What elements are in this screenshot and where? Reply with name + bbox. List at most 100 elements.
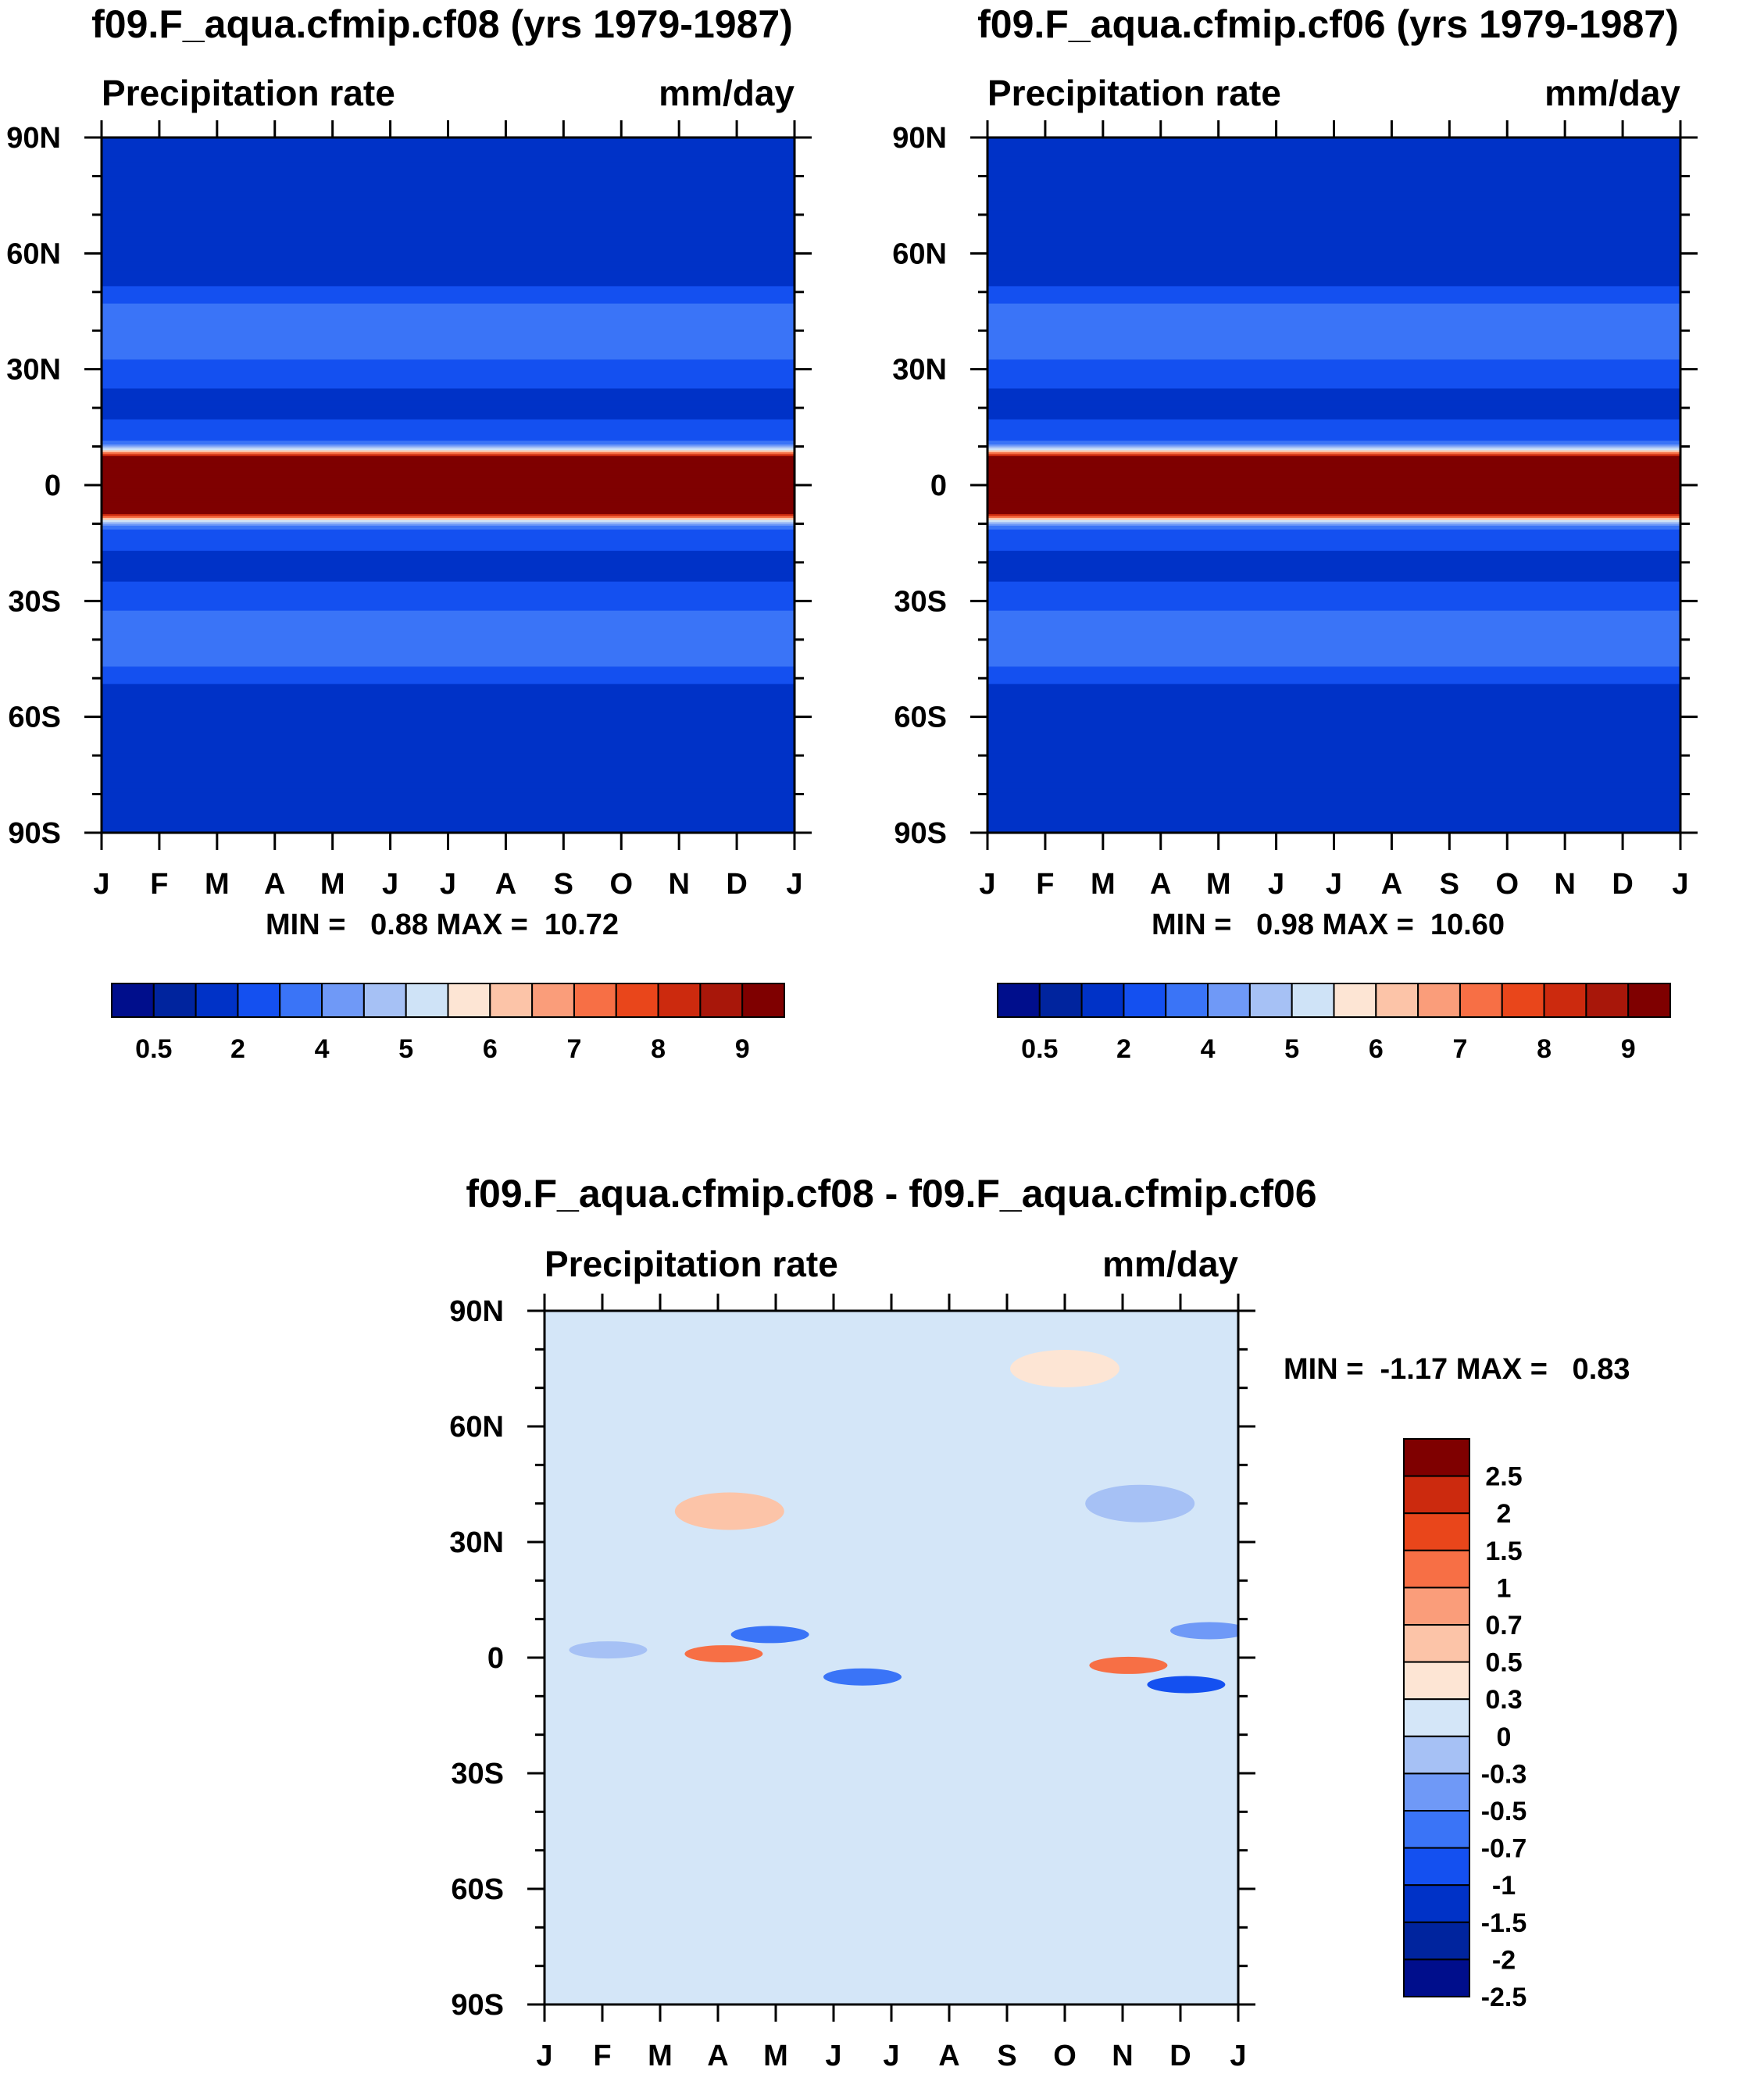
- heatmap-band: [987, 477, 1680, 480]
- heatmap-band: [987, 776, 1680, 780]
- heatmap-band: [987, 690, 1680, 693]
- heatmap-band: [102, 662, 795, 666]
- colorbar-swatch: [1403, 1772, 1470, 1812]
- heatmap-band: [102, 784, 795, 787]
- heatmap-band: [102, 408, 795, 411]
- heatmap-band: [102, 398, 795, 401]
- colorbar-label: 0: [1497, 1722, 1512, 1752]
- heatmap-band: [987, 361, 1680, 364]
- colorbar-swatch: [405, 983, 449, 1018]
- heatmap-band: [102, 328, 795, 331]
- heatmap-band: [102, 446, 795, 449]
- heatmap-band: [102, 427, 795, 430]
- heatmap-band: [102, 458, 795, 461]
- heatmap-band: [987, 829, 1680, 832]
- x-tick-label: F: [150, 868, 168, 901]
- heatmap-band: [987, 315, 1680, 318]
- colorbar-swatch: [1403, 1847, 1470, 1887]
- colorbar-swatch: [615, 983, 659, 1018]
- heatmap-band: [987, 290, 1680, 293]
- heatmap-band: [987, 819, 1680, 822]
- x-tick-label: J: [1230, 2040, 1246, 2072]
- heatmap-band: [987, 463, 1680, 466]
- heatmap-band: [987, 201, 1680, 204]
- y-tick-label: 90S: [894, 817, 947, 850]
- heatmap-band: [102, 218, 795, 221]
- heatmap-band: [102, 766, 795, 770]
- heatmap-band: [102, 616, 795, 619]
- heatmap-band: [987, 458, 1680, 461]
- heatmap-band: [102, 606, 795, 609]
- heatmap-band: [987, 544, 1680, 548]
- heatmap-band: [102, 344, 795, 347]
- heatmap-band: [987, 413, 1680, 416]
- colorbar-swatch: [1165, 983, 1209, 1018]
- x-tick-label: A: [1381, 868, 1402, 901]
- colorbar-swatch: [1543, 983, 1587, 1018]
- heatmap-band: [102, 749, 795, 752]
- heatmap-band: [102, 659, 795, 662]
- y-tick-label: 30N: [892, 354, 947, 387]
- heatmap-band: [102, 778, 795, 781]
- heatmap-band: [987, 237, 1680, 241]
- heatmap-band: [102, 141, 795, 145]
- colorbar-swatch: [1403, 1587, 1470, 1626]
- heatmap-band: [987, 185, 1680, 188]
- heatmap-band: [102, 226, 795, 229]
- x-tick-label: F: [1036, 868, 1054, 901]
- heatmap-band: [987, 429, 1680, 432]
- difference-anomaly: [1010, 1350, 1119, 1387]
- heatmap-band: [102, 352, 795, 355]
- heatmap-band: [102, 624, 795, 627]
- heatmap-band: [102, 612, 795, 616]
- heatmap-band: [987, 506, 1680, 509]
- heatmap-band: [102, 430, 795, 434]
- heatmap-band: [987, 170, 1680, 173]
- heatmap-band: [987, 631, 1680, 634]
- heatmap-band: [987, 651, 1680, 654]
- heatmap-band: [987, 189, 1680, 192]
- heatmap-band: [102, 811, 795, 814]
- x-tick-label: J: [883, 2040, 899, 2072]
- colorbar-swatch: [195, 983, 239, 1018]
- heatmap-band: [102, 635, 795, 638]
- heatmap-band: [987, 148, 1680, 152]
- heatmap-band: [102, 330, 795, 334]
- heatmap-band: [987, 467, 1680, 470]
- heatmap-band: [102, 312, 795, 316]
- heatmap-band: [987, 266, 1680, 270]
- heatmap-band: [987, 707, 1680, 710]
- heatmap-band: [987, 234, 1680, 237]
- heatmap-band: [102, 724, 795, 727]
- heatmap-band: [987, 379, 1680, 382]
- heatmap-band: [987, 660, 1680, 664]
- heatmap-band: [987, 274, 1680, 277]
- heatmap-band: [987, 294, 1680, 297]
- heatmap-band: [102, 382, 795, 386]
- heatmap-band: [987, 715, 1680, 718]
- heatmap-band: [987, 626, 1680, 629]
- heatmap-band: [987, 749, 1680, 752]
- heatmap-band: [102, 535, 795, 538]
- difference-anomaly: [823, 1668, 902, 1686]
- heatmap-band: [987, 355, 1680, 359]
- heatmap-band: [102, 303, 795, 306]
- heatmap-band: [987, 670, 1680, 673]
- heatmap-band: [987, 450, 1680, 453]
- heatmap-band: [102, 475, 795, 478]
- y-tick-label: 60S: [451, 1873, 504, 1906]
- heatmap-band: [102, 375, 795, 378]
- heatmap-band: [987, 330, 1680, 334]
- heatmap-band: [987, 255, 1680, 258]
- heatmap-band: [987, 659, 1680, 662]
- heatmap-band: [987, 622, 1680, 625]
- heatmap-band: [102, 379, 795, 382]
- heatmap-band: [987, 492, 1680, 495]
- heatmap-band: [987, 769, 1680, 772]
- heatmap-band: [987, 572, 1680, 575]
- x-tick-label: J: [979, 868, 995, 901]
- heatmap-band: [102, 197, 795, 200]
- heatmap-band: [987, 421, 1680, 424]
- heatmap-band: [102, 732, 795, 735]
- heatmap-band: [102, 502, 795, 505]
